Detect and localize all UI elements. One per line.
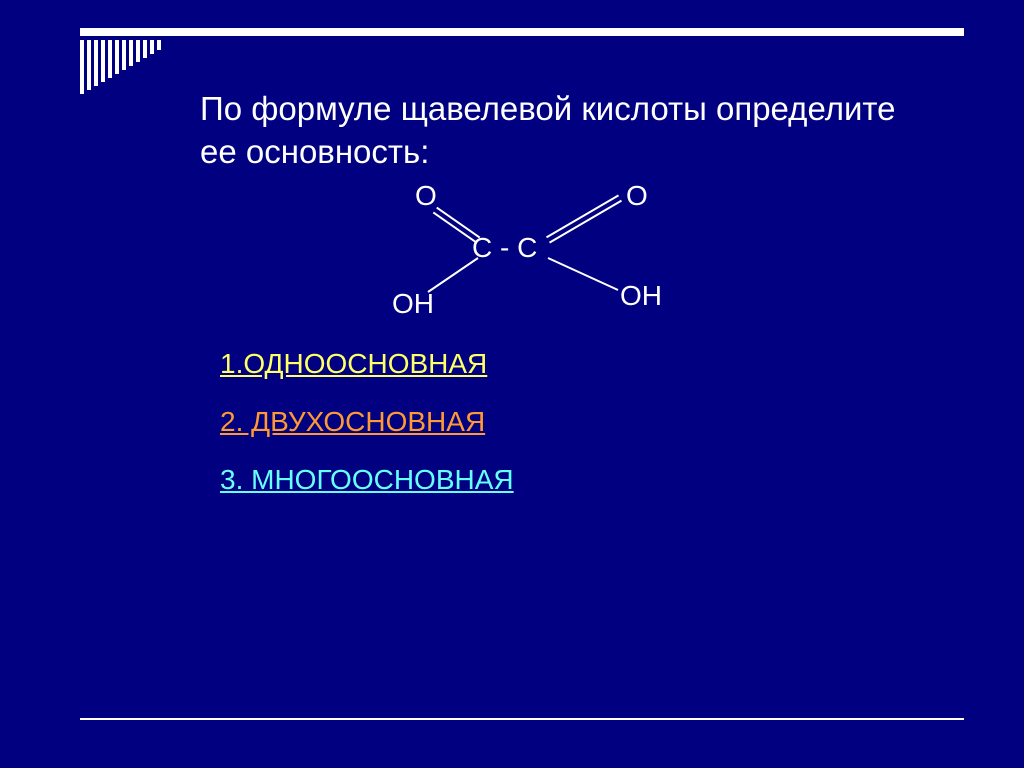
decor-bar xyxy=(157,40,161,50)
decor-bars xyxy=(80,40,161,94)
answer-options: 1.ОДНООСНОВНАЯ 2. ДВУХОСНОВНАЯ 3. МНОГОО… xyxy=(220,348,514,496)
atom-oh-left: OH xyxy=(392,288,434,320)
formula-center: C - C xyxy=(472,232,537,264)
atom-oh-right: OH xyxy=(620,280,662,312)
decor-bar xyxy=(87,40,91,90)
atom-o-left: O xyxy=(415,180,437,212)
top-rule xyxy=(80,28,964,36)
decor-bar xyxy=(101,40,105,82)
decor-bar xyxy=(94,40,98,86)
decor-bar xyxy=(122,40,126,70)
option-3-polybasic[interactable]: 3. МНОГООСНОВНАЯ xyxy=(220,464,514,496)
decor-bar xyxy=(143,40,147,58)
oxalic-acid-formula: O O C - C OH OH xyxy=(300,180,720,320)
decor-bar xyxy=(150,40,154,54)
decor-bar xyxy=(136,40,140,62)
decor-bar xyxy=(108,40,112,78)
decor-bar xyxy=(80,40,84,94)
bottom-rule xyxy=(80,718,964,720)
option-2-dibasic[interactable]: 2. ДВУХОСНОВНАЯ xyxy=(220,406,514,438)
decor-bar xyxy=(115,40,119,74)
decor-bar xyxy=(129,40,133,66)
option-1-monobasic[interactable]: 1.ОДНООСНОВНАЯ xyxy=(220,348,514,380)
slide-title: По формуле щавелевой кислоты определите … xyxy=(200,88,904,174)
atom-o-right: O xyxy=(626,180,648,212)
